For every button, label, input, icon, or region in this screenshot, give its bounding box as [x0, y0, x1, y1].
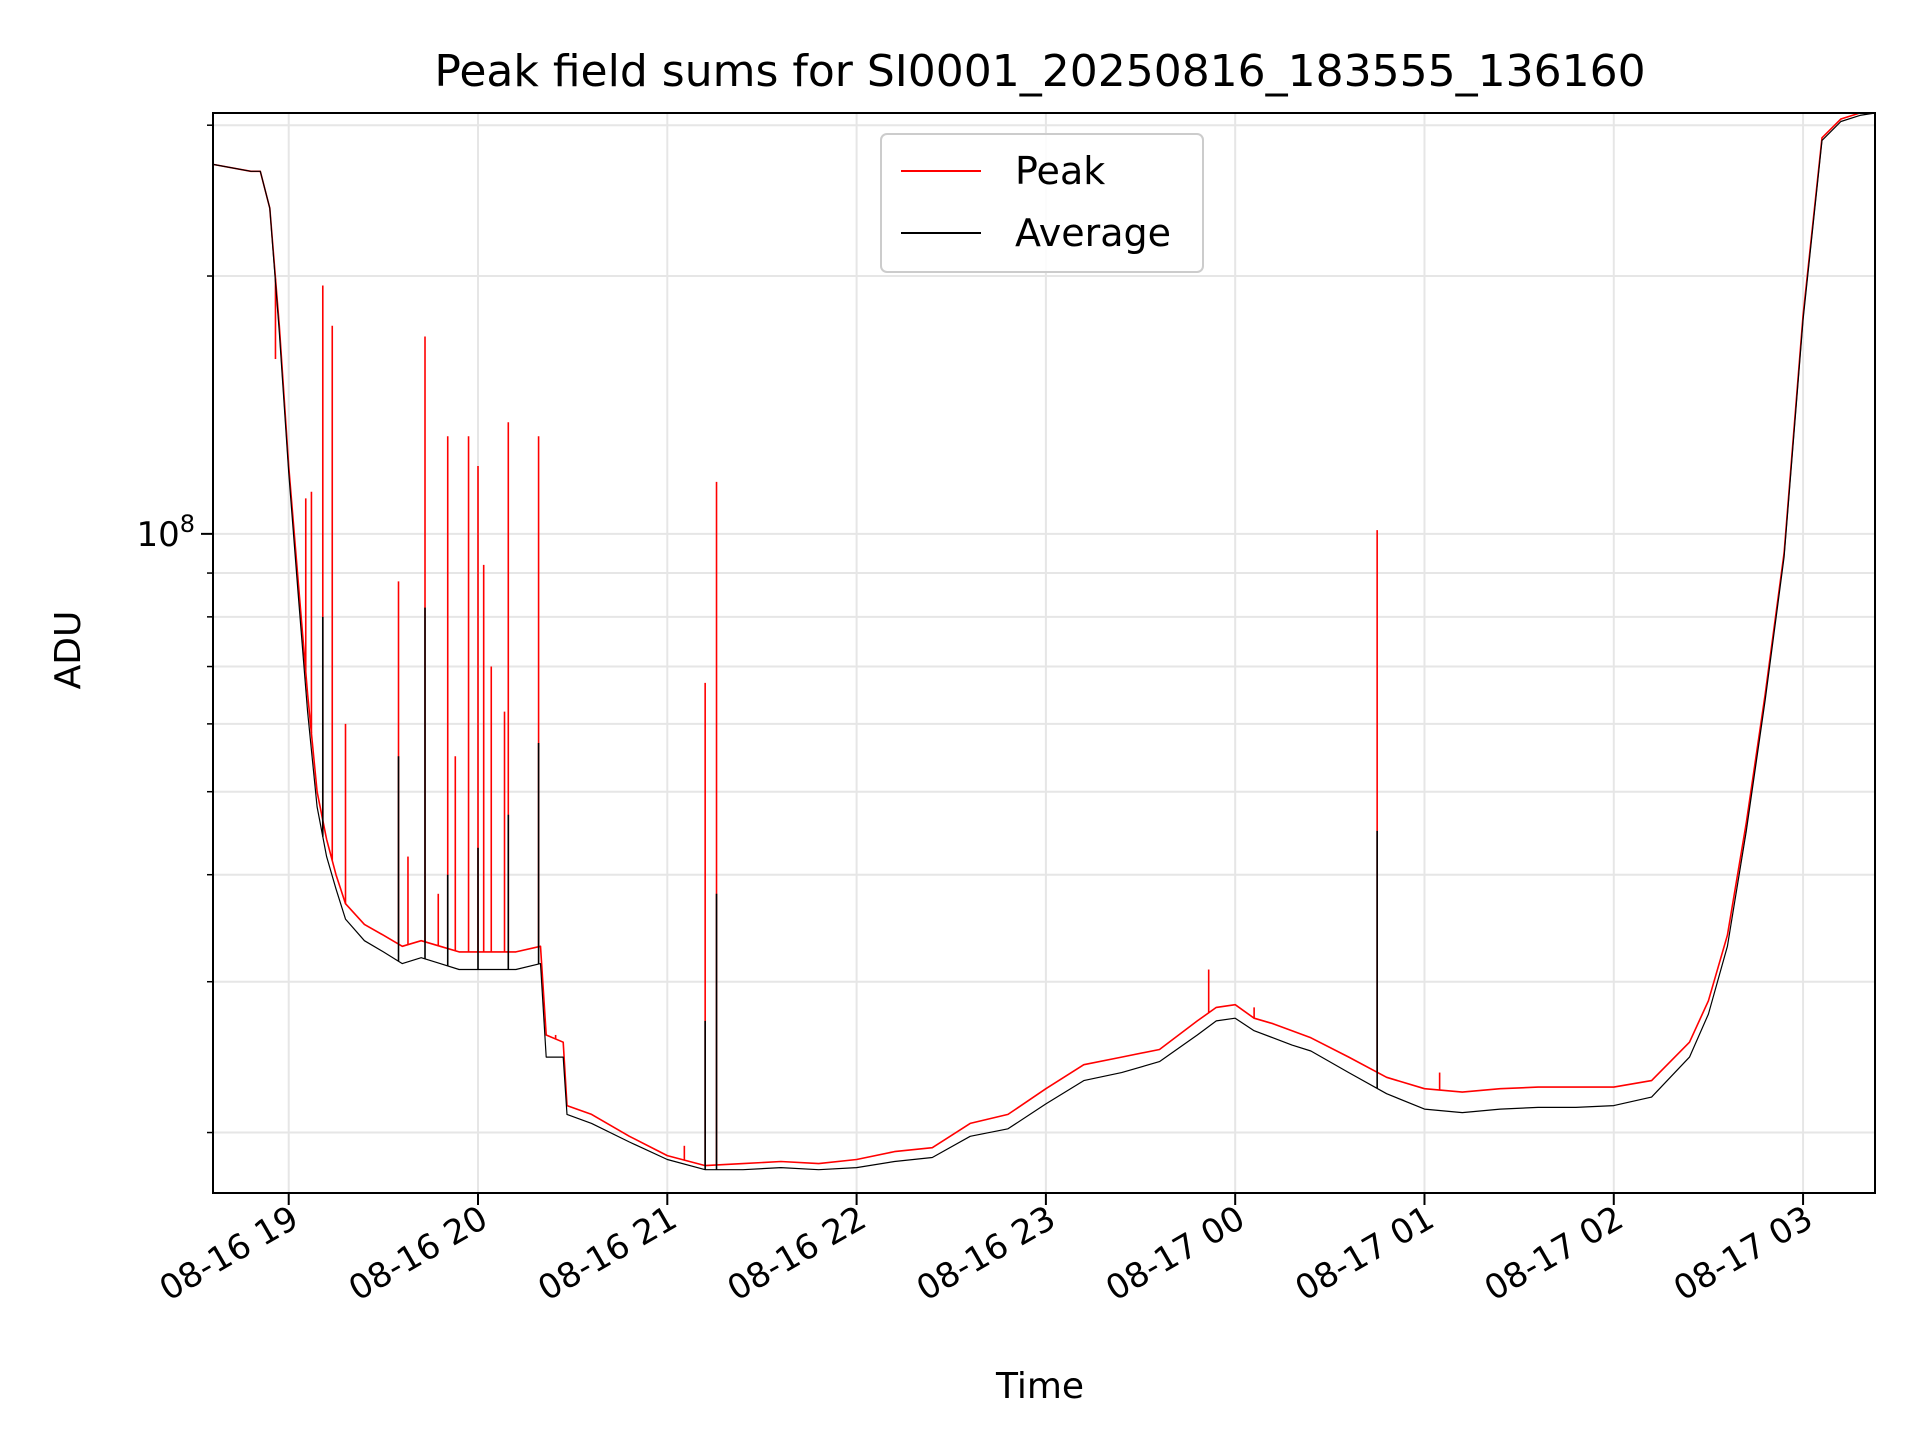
legend-label-average: Average [1015, 211, 1171, 255]
series-layer [212, 112, 1876, 1171]
y-axis-label: ADU [48, 611, 89, 690]
x-axis-label: Time [995, 1366, 1084, 1407]
series-line-average [212, 112, 1876, 1171]
series-line-peak [212, 112, 1875, 1167]
plot-frame [212, 112, 1876, 1194]
legend-box [880, 133, 1204, 273]
legend: Peak Average [880, 133, 1204, 273]
grid-layer [213, 113, 1875, 1193]
y-tick-label: 108 [136, 510, 195, 555]
chart-title: Peak field sums for SI0001_20250816_1835… [434, 46, 1645, 97]
legend-label-peak: Peak [1015, 149, 1105, 193]
